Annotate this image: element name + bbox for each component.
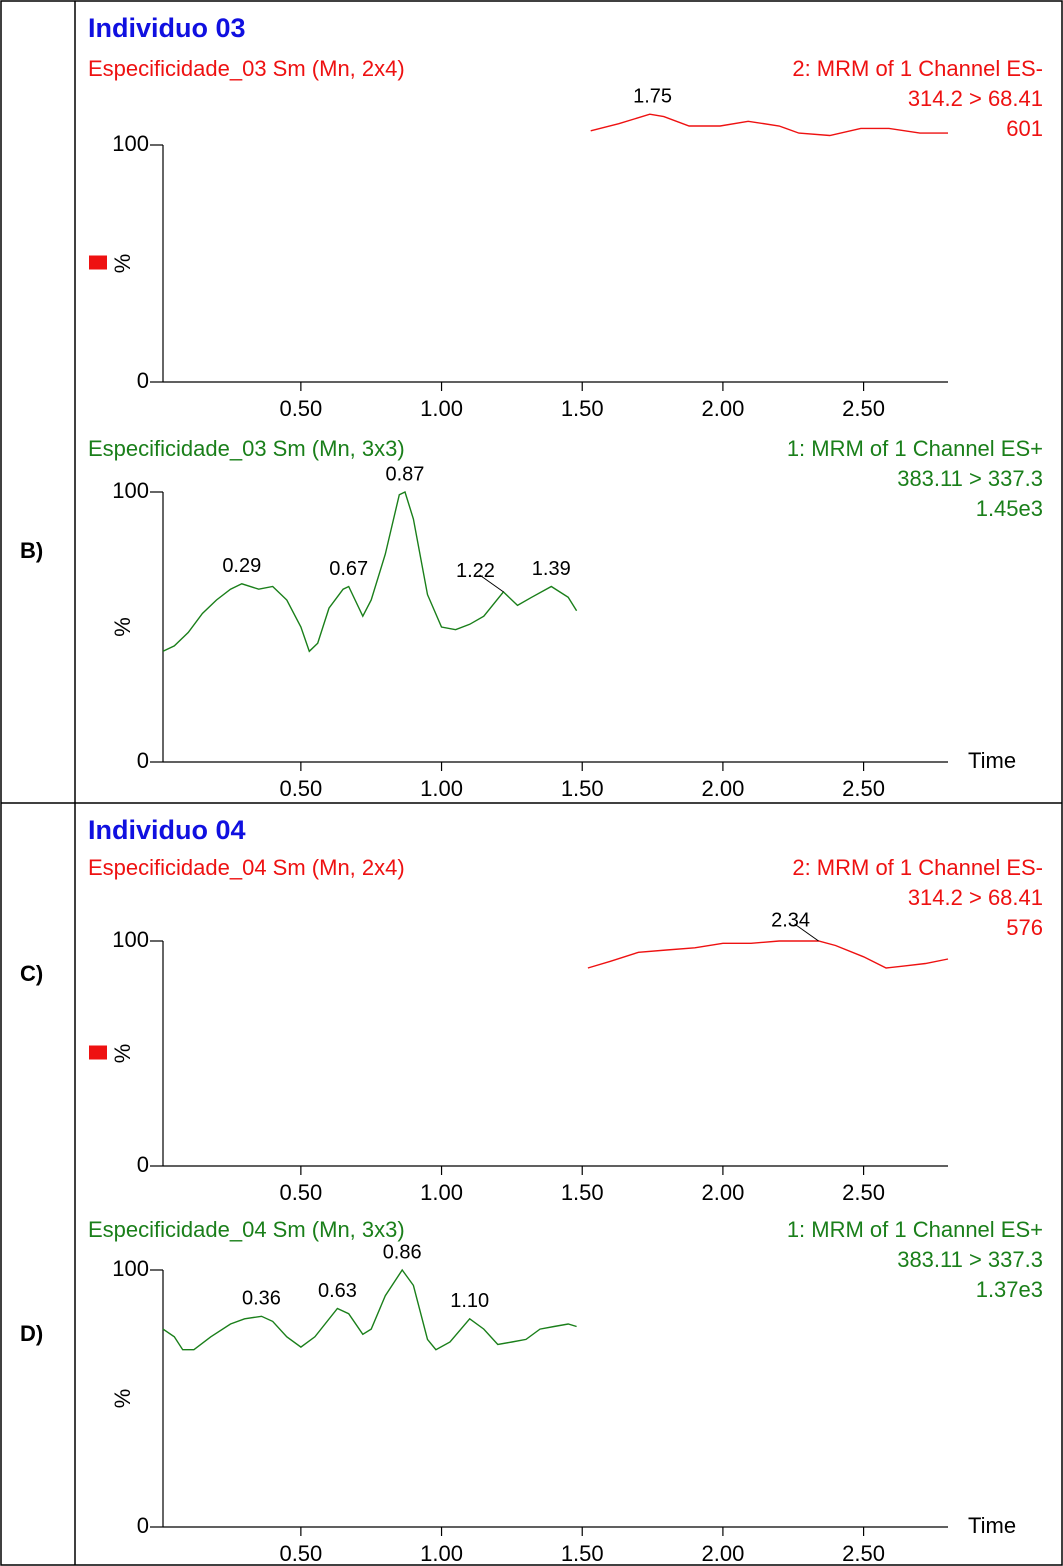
channel: 2: MRM of 1 Channel ES- [792,56,1043,81]
y-tick-label: 100 [112,131,149,156]
chart-title: Especificidade_03 Sm (Mn, 3x3) [88,436,405,461]
peak-label: 1.75 [633,85,672,107]
x-axis-label: Time [968,1513,1016,1538]
x-tick-label: 1.50 [561,1541,604,1566]
x-tick-label: 1.00 [420,1180,463,1205]
panel-label: B) [20,538,43,563]
x-tick-label: 2.50 [842,396,885,421]
x-tick-label: 2.50 [842,1180,885,1205]
y-tick-label: 0 [137,1152,149,1177]
transition: 314.2 > 68.41 [908,86,1043,111]
intensity: 576 [1006,915,1043,940]
intensity: 601 [1006,116,1043,141]
x-tick-label: 2.00 [701,776,744,801]
transition: 314.2 > 68.41 [908,885,1043,910]
peak-label: 1.39 [532,558,571,580]
y-tick-label: 100 [112,927,149,952]
chart-title: Especificidade_04 Sm (Mn, 3x3) [88,1217,405,1242]
y-tick-label: 0 [137,1513,149,1538]
channel: 2: MRM of 1 Channel ES- [792,855,1043,880]
x-tick-label: 1.50 [561,1180,604,1205]
x-tick-label: 1.00 [420,776,463,801]
x-tick-label: 0.50 [279,1180,322,1205]
peak-label: 1.10 [450,1290,489,1312]
heading: Individuo 04 [88,815,246,845]
x-tick-label: 2.00 [701,1541,744,1566]
intensity: 1.45e3 [976,496,1043,521]
peak-label: 0.86 [383,1241,422,1263]
trace [162,1268,577,1351]
x-tick-label: 1.50 [561,776,604,801]
y-axis-label: % [110,617,135,637]
channel-marker [89,255,107,270]
peak-leader [479,574,504,593]
y-tick-label: 100 [112,478,149,503]
channel-marker [89,1045,107,1060]
x-tick-label: 2.50 [842,1541,885,1566]
channel: 1: MRM of 1 Channel ES+ [787,436,1043,461]
peak-label: 0.87 [386,463,425,485]
y-axis-label: % [110,254,135,274]
trace [590,113,948,137]
x-axis-label: Time [968,748,1016,773]
x-tick-label: 0.50 [279,396,322,421]
x-tick-label: 1.50 [561,396,604,421]
transition: 383.11 > 337.3 [897,1247,1043,1272]
peak-label: 1.22 [456,560,495,582]
peak-label: 0.63 [318,1280,357,1302]
x-tick-label: 0.50 [279,776,322,801]
intensity: 1.37e3 [976,1277,1043,1302]
y-axis-label: % [110,1044,135,1064]
trace [162,491,578,653]
y-tick-label: 0 [137,368,149,393]
channel: 1: MRM of 1 Channel ES+ [787,1217,1043,1242]
chart-title: Especificidade_03 Sm (Mn, 2x4) [88,56,405,81]
heading: Individuo 03 [88,13,246,43]
y-axis-label: % [110,1389,135,1409]
x-tick-label: 2.50 [842,776,885,801]
trace [587,940,949,969]
x-tick-label: 1.00 [420,396,463,421]
transition: 383.11 > 337.3 [897,466,1043,491]
peak-label: 0.67 [329,558,368,580]
peak-label: 2.34 [771,909,810,931]
x-tick-label: 2.00 [701,1180,744,1205]
y-tick-label: 0 [137,748,149,773]
peak-label: 0.36 [242,1288,281,1310]
y-tick-label: 100 [112,1256,149,1281]
peak-label: 0.29 [222,555,261,577]
panel-label: D) [20,1321,43,1346]
chart-title: Especificidade_04 Sm (Mn, 2x4) [88,855,405,880]
x-tick-label: 2.00 [701,396,744,421]
x-tick-label: 1.00 [420,1541,463,1566]
panel-label: C) [20,961,43,986]
x-tick-label: 0.50 [279,1541,322,1566]
peak-leader [794,923,819,942]
